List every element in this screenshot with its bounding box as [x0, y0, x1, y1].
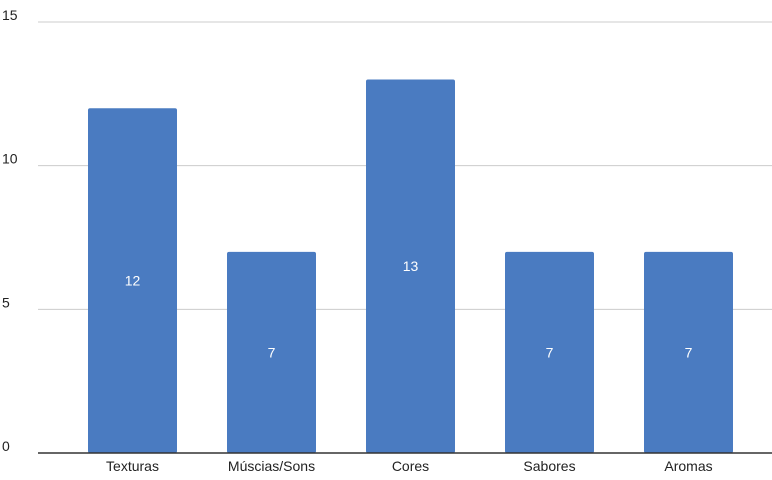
axes: 0 5 10 15 Texturas Múscias/Sons Cores Sabores Ar… — [2, 7, 772, 474]
x-tick-label: Múscias/Sons — [228, 458, 315, 474]
bar-sabores[interactable] — [505, 251, 594, 453]
data-label: 7 — [685, 344, 693, 360]
x-tick-label: Aromas — [664, 458, 712, 474]
x-tick-label: Sabores — [523, 458, 575, 474]
data-label: 12 — [125, 273, 141, 289]
bar-cores[interactable] — [366, 79, 455, 453]
x-tick-label: Texturas — [106, 458, 159, 474]
bar-m-scias-sons[interactable] — [227, 251, 316, 453]
bars: 12 7 13 7 7 — [88, 79, 733, 453]
y-tick-label: 0 — [2, 438, 10, 454]
data-label: 13 — [403, 258, 419, 274]
x-tick-label: Cores — [392, 458, 429, 474]
y-tick-label: 15 — [2, 7, 18, 23]
data-label: 7 — [546, 344, 554, 360]
bar-texturas[interactable] — [88, 108, 177, 453]
y-tick-label: 10 — [2, 151, 18, 167]
bar-aromas[interactable] — [644, 251, 733, 453]
data-label: 7 — [268, 344, 276, 360]
y-tick-label: 5 — [2, 294, 10, 310]
